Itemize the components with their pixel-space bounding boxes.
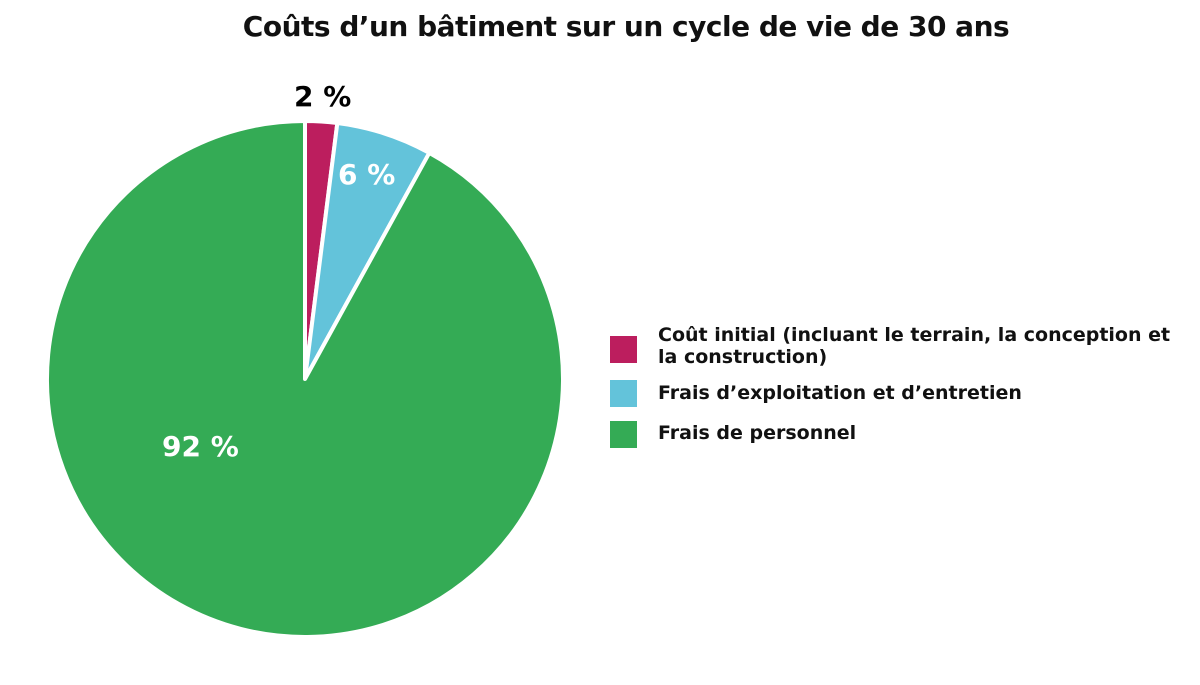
slice-label-exploitation: 6 % xyxy=(338,158,396,191)
pie-slice-personnel xyxy=(45,119,565,639)
legend-label: Frais d’exploitation et d’entretien xyxy=(658,382,1022,404)
chart-title: Coûts d’un bâtiment sur un cycle de vie … xyxy=(242,10,1010,43)
legend-swatch-initial xyxy=(610,336,637,363)
legend-item-initial: Coût initial (incluant le terrain, la co… xyxy=(610,324,1190,368)
legend-swatch-exploitation xyxy=(610,380,637,407)
legend-label: Frais de personnel xyxy=(658,422,857,444)
slice-label-personnel: 92 % xyxy=(162,430,239,463)
slice-label-initial: 2 % xyxy=(294,80,352,113)
legend-item-personnel: Frais de personnel xyxy=(610,421,1190,448)
legend-swatch-personnel xyxy=(610,421,637,448)
legend-label: Coût initial (incluant le terrain, la co… xyxy=(658,324,1171,368)
legend-item-exploitation: Frais d’exploitation et d’entretien xyxy=(610,380,1190,407)
legend: Coût initial (incluant le terrain, la co… xyxy=(610,324,1190,462)
